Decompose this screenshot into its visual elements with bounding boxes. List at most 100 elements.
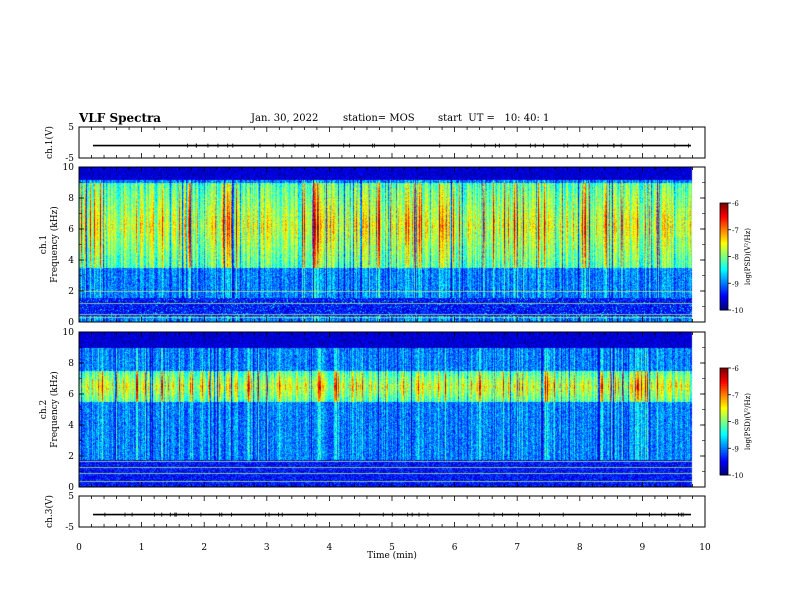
- colorbar-segment: [720, 270, 728, 274]
- colorbar-segment: [720, 281, 728, 284]
- colorbar-segment: [720, 276, 728, 279]
- colorbar-tick-label: -9: [732, 445, 739, 453]
- station-label: station= MOS: [343, 113, 415, 124]
- colorbar-segment: [720, 293, 728, 297]
- colorbar-segment: [720, 453, 728, 456]
- y-tick-label: 0: [68, 318, 74, 328]
- x-tick-label: 6: [452, 543, 458, 553]
- x-tick-label: 8: [577, 543, 583, 553]
- x-tick-label: 3: [264, 543, 270, 553]
- colorbar-segment: [720, 268, 728, 272]
- colorbar-segment: [720, 256, 728, 259]
- panel-ch1-waveform: 5 -5 ch.1(V): [44, 123, 706, 164]
- colorbar-segment: [720, 410, 728, 414]
- colorbar-segment: [720, 448, 728, 451]
- date-label: Jan. 30, 2022: [251, 113, 319, 124]
- colorbar-segment: [720, 423, 728, 426]
- colorbar-segment: [720, 265, 728, 268]
- ch1-spectrogram-ylabel: ch.1: [39, 235, 49, 254]
- x-tick-label: 0: [76, 543, 82, 553]
- x-tick-label: 4: [327, 543, 333, 553]
- colorbar-segment: [720, 457, 728, 460]
- y-tick-label: 8: [68, 194, 74, 204]
- colorbar-segment: [720, 267, 728, 270]
- x-tick-label: 10: [699, 543, 711, 553]
- colorbar-segment: [720, 373, 728, 376]
- colorbar-segment: [720, 416, 728, 419]
- colorbar-segment: [720, 272, 728, 275]
- colorbar-segment: [720, 215, 728, 218]
- colorbar-segment: [720, 391, 728, 394]
- colorbar-tick-label: -7: [732, 392, 739, 400]
- colorbar-segment: [720, 236, 728, 240]
- colorbar-segment: [720, 387, 728, 390]
- colorbar-segment: [720, 467, 728, 471]
- colorbar-segment: [720, 428, 728, 431]
- x-tick-label: 5: [389, 543, 395, 553]
- y-tick-label: -5: [65, 154, 74, 164]
- colorbar-segment: [720, 203, 728, 206]
- colorbar-segment: [720, 244, 728, 247]
- colorbar-segment: [720, 382, 728, 385]
- colorbar-segment: [720, 426, 728, 430]
- x-tick-label: 9: [640, 543, 646, 553]
- colorbar-segment: [720, 233, 728, 236]
- colorbar-segment: [720, 469, 728, 472]
- y-tick-label: 4: [68, 421, 74, 431]
- colorbar-segment: [720, 277, 728, 281]
- colorbar-segment: [720, 430, 728, 433]
- ch1-spectrogram-image: [79, 167, 705, 322]
- colorbar-segment: [720, 286, 728, 290]
- colorbar-segment: [720, 380, 728, 383]
- y-tick-label: 6: [68, 225, 74, 235]
- ch1-waveform-ylabel: ch.1(V): [44, 126, 55, 159]
- colorbar-label: log(PSD)(V²/Hz): [744, 228, 752, 285]
- colorbar-segment: [720, 292, 728, 295]
- colorbar-segment: [720, 299, 728, 302]
- colorbar-segment: [720, 375, 728, 378]
- y-tick-label: 8: [68, 359, 74, 369]
- colorbar-segment: [720, 446, 728, 449]
- colorbar-segment: [720, 306, 728, 309]
- colorbar-segment: [720, 466, 728, 469]
- colorbar-segment: [720, 401, 728, 405]
- colorbar-segment: [720, 385, 728, 389]
- ch2-spectrogram-ylabel: Frequency (kHz): [49, 371, 60, 448]
- colorbar-segment: [720, 249, 728, 252]
- x-tick-label: 1: [139, 543, 145, 553]
- colorbar-tick-label: -7: [732, 227, 739, 235]
- colorbar-segment: [720, 247, 728, 250]
- colorbar-segment: [720, 421, 728, 424]
- colorbar-segment: [720, 412, 728, 415]
- colorbar-segment: [720, 206, 728, 209]
- colorbar-segment: [720, 455, 728, 458]
- colorbar-segment: [720, 219, 728, 222]
- y-tick-label: 2: [68, 287, 74, 297]
- colorbar-segment: [720, 204, 728, 208]
- colorbar-segment: [720, 384, 728, 387]
- colorbar-segment: [720, 227, 728, 231]
- colorbar-label: log(PSD)(V²/Hz): [744, 393, 752, 450]
- colorbar-segment: [720, 376, 728, 380]
- colorbar-segment: [720, 425, 728, 428]
- colorbar-segment: [720, 405, 728, 408]
- colorbar-segment: [720, 444, 728, 447]
- colorbar-segment: [720, 432, 728, 435]
- colorbar-segment: [720, 302, 728, 306]
- colorbar-segment: [720, 403, 728, 406]
- colorbar-tick-label: -10: [732, 307, 743, 315]
- colorbar-segment: [720, 288, 728, 291]
- colorbar-segment: [720, 226, 728, 229]
- colorbar-segment: [720, 213, 728, 216]
- colorbar-segment: [720, 242, 728, 245]
- x-tick-label: 2: [201, 543, 207, 553]
- colorbar-segment: [720, 371, 728, 374]
- colorbar-segment: [720, 368, 728, 371]
- colorbar-segment: [720, 304, 728, 307]
- colorbar-segment: [720, 458, 728, 462]
- colorbar-segment: [720, 301, 728, 304]
- colorbar-segment: [720, 407, 728, 410]
- panel-ch2-spectrogram: 0 2 4 6 8 10 ch.2 Frequency (kHz) -6 -7 -8 -9 -10 log…: [39, 328, 752, 493]
- colorbar-segment: [720, 409, 728, 412]
- colorbar-segment: [720, 258, 728, 261]
